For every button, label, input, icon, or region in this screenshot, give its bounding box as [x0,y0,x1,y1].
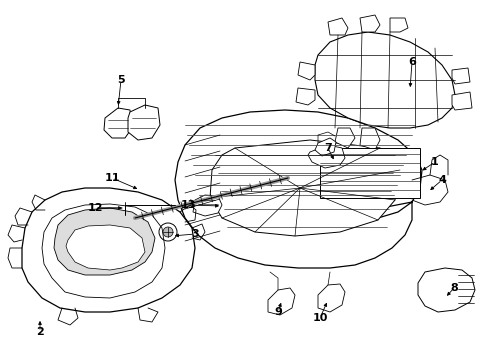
Text: 8: 8 [449,283,457,293]
Text: 11: 11 [104,173,120,183]
Text: 7: 7 [324,143,331,153]
Text: 2: 2 [36,327,44,337]
Polygon shape [295,88,314,105]
Text: 1: 1 [430,157,438,167]
Polygon shape [327,18,347,35]
Polygon shape [314,138,335,156]
Text: 5: 5 [117,75,124,85]
Polygon shape [319,148,419,198]
Polygon shape [209,140,399,236]
Text: 4: 4 [437,175,445,185]
Circle shape [163,227,173,237]
Text: 6: 6 [407,57,415,67]
Text: 10: 10 [312,313,327,323]
Polygon shape [314,32,454,128]
Polygon shape [317,284,345,312]
Polygon shape [417,268,474,312]
Polygon shape [389,18,407,32]
Polygon shape [54,208,155,275]
Polygon shape [359,128,379,150]
Polygon shape [334,128,354,148]
Polygon shape [175,110,421,268]
Polygon shape [128,105,160,140]
Polygon shape [359,15,379,32]
Polygon shape [297,62,314,80]
Polygon shape [66,225,145,270]
Polygon shape [451,92,471,110]
Polygon shape [307,145,345,168]
Polygon shape [267,288,294,315]
Polygon shape [104,108,132,138]
Polygon shape [42,204,164,298]
Text: 12: 12 [87,203,102,213]
Polygon shape [22,188,195,312]
Polygon shape [193,195,222,216]
Text: 9: 9 [273,307,282,317]
Text: 13: 13 [180,200,195,210]
Polygon shape [451,68,469,84]
Text: 3: 3 [191,229,199,239]
